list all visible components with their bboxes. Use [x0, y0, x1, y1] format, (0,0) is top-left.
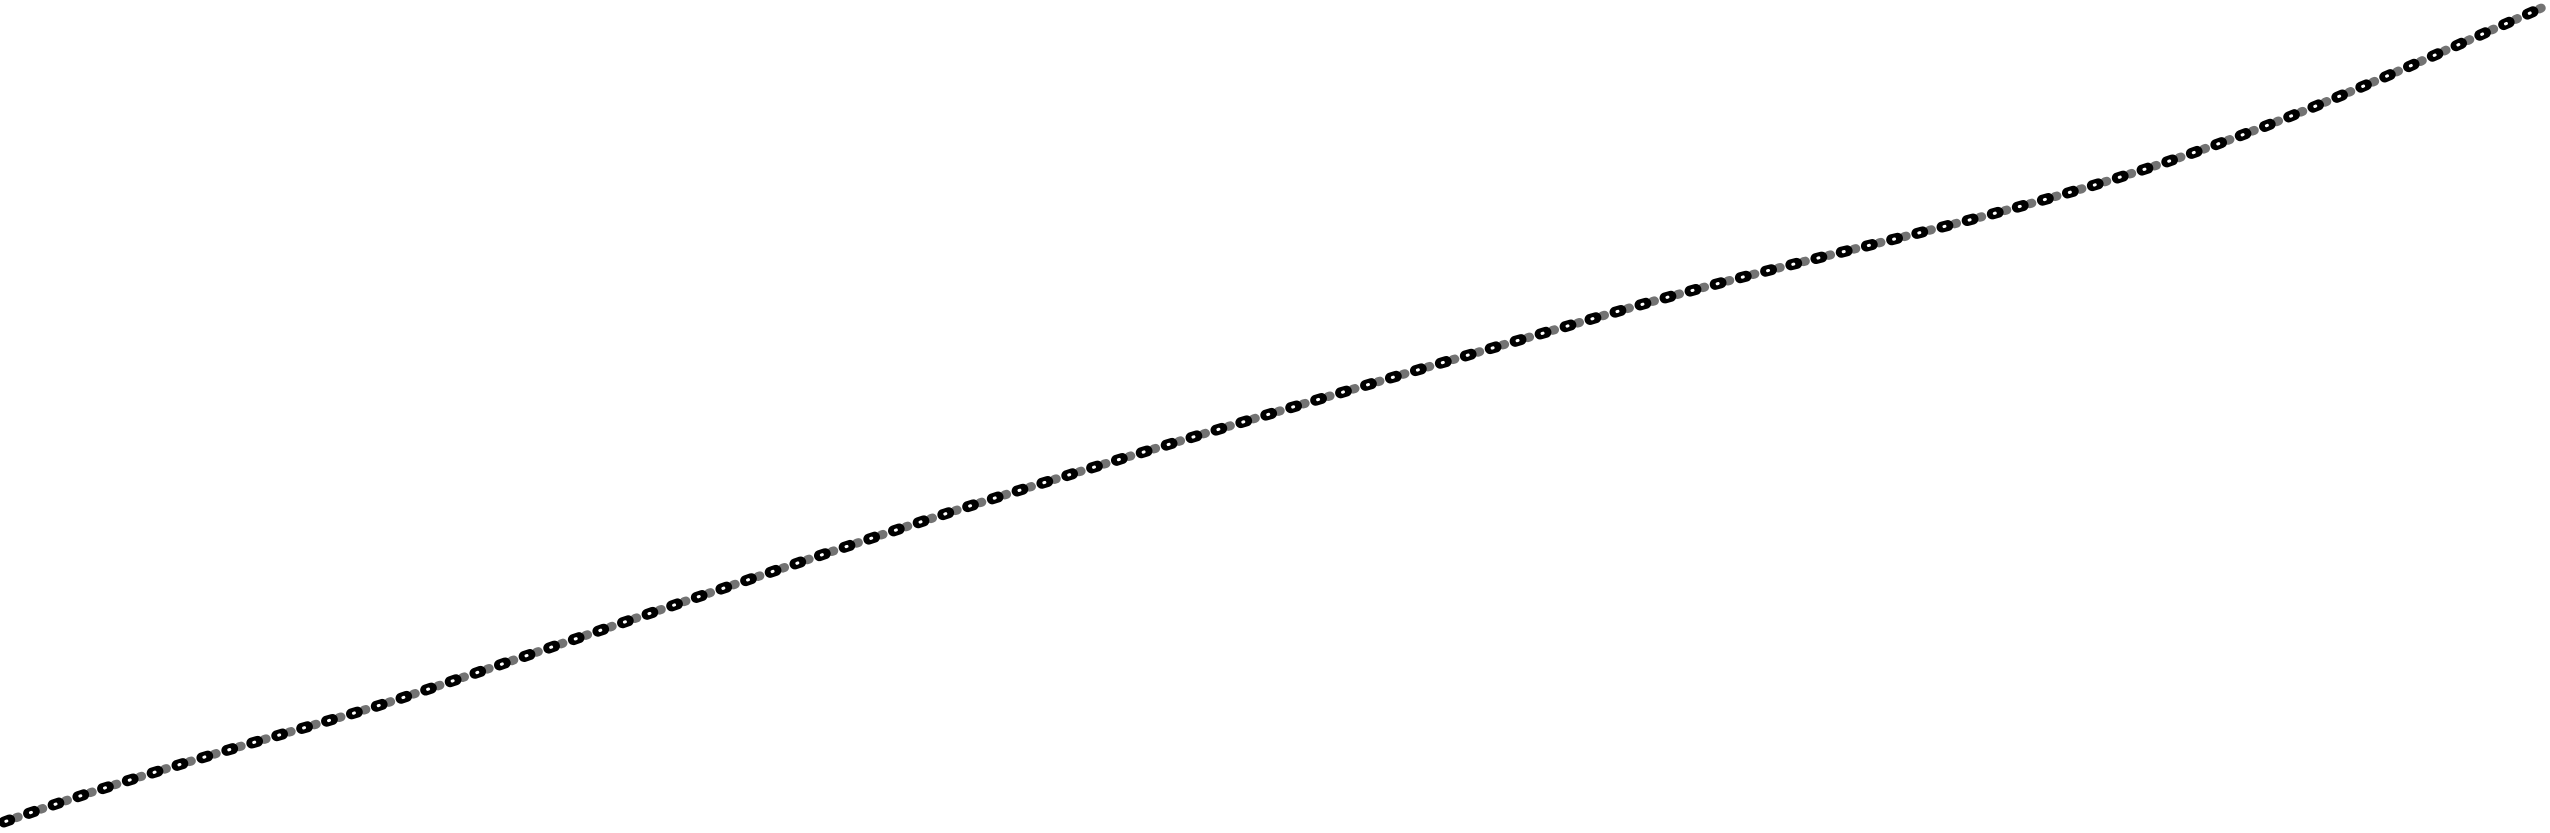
bead-line-light: [0, 1, 2550, 827]
page: {} html, body { margin: 0; padding: 0; w…: [0, 0, 2550, 828]
page-body: [0, 0, 2550, 828]
canvas: [0, 0, 2550, 828]
